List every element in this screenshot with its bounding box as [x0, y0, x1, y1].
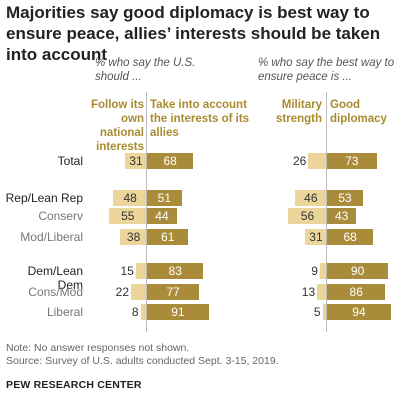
panel-2-value-s2-rep-lean-rep: 53 [338, 191, 352, 205]
panel-2-value-s1-cons-mod: 13 [301, 285, 316, 299]
panel-1-center-line [146, 92, 147, 332]
panel-2-value-s2-total: 73 [345, 154, 359, 168]
panel-1-value-s1-conserv: 55 [121, 209, 135, 223]
panel-1-bar-s1-dem-lean-dem [135, 263, 146, 279]
panel-1-bar-s1-conserv [108, 208, 146, 224]
panel-1-value-s1-cons-mod: 22 [115, 285, 130, 299]
panel-2-value-s1-rep-lean-rep: 46 [304, 191, 318, 205]
row-label-mod-liberal: Mod/Liberal [20, 230, 83, 244]
row-label-liberal: Liberal [46, 305, 83, 319]
panel-1-value-s1-rep-lean-rep: 48 [123, 191, 137, 205]
row-label-total: Total [57, 154, 83, 168]
row-label-conserv: Conserv [38, 209, 83, 223]
brand-logo-text: PEW RESEARCH CENTER [6, 379, 142, 391]
panel-1-value-s2-mod-liberal: 61 [161, 230, 175, 244]
panel-1-bar-s1-rep-lean-rep [113, 190, 146, 206]
row-label-dem-lean-dem: Dem/Lean Dem [27, 264, 83, 292]
panel-2-bar-s2-mod-liberal [327, 229, 374, 245]
panel-2-value-s2-dem-lean-dem: 90 [350, 264, 365, 278]
panel-2-bar-s1-total [308, 153, 326, 169]
panel-1-bar-s1-cons-mod [131, 284, 146, 300]
panel-2-center-line [326, 92, 327, 332]
panel-1-value-s2-conserv: 44 [155, 209, 169, 223]
row-label-cons-mod: Cons/Mod [28, 285, 83, 299]
panel-1-value-s2-rep-lean-rep: 51 [157, 191, 172, 205]
panel-1-bar-s2-conserv [147, 208, 177, 224]
left-panel-subtitle: % who say the U.S. should ... [95, 57, 196, 83]
panel-1-value-s1-mod-liberal: 38 [126, 230, 141, 244]
right-series-1-header: Military strength [276, 99, 322, 125]
panel-2-value-s1-total: 26 [292, 154, 307, 168]
panel-2-bar-s2-dem-lean-dem [327, 263, 389, 279]
left-series-1-header: Follow its own national interests [90, 99, 144, 153]
panel-1-bar-s2-mod-liberal [147, 229, 189, 245]
panel-2-value-s1-dem-lean-dem: 9 [311, 264, 318, 278]
panel-1-value-s1-liberal: 8 [131, 305, 139, 319]
panel-1-bar-s1-mod-liberal [120, 229, 146, 245]
panel-2-bar-s1-mod-liberal [304, 229, 326, 245]
panel-1-value-s2-liberal: 91 [171, 305, 185, 319]
right-series-2-header: Good diplomacy [330, 99, 387, 125]
panel-2-value-s1-mod-liberal: 31 [309, 230, 323, 244]
panel-1-bar-s2-liberal [147, 304, 209, 320]
chart-source: Source: Survey of U.S. adults conducted … [6, 355, 279, 367]
chart-note: Note: No answer responses not shown. [6, 342, 190, 354]
panel-2-bar-s1-conserv [287, 208, 326, 224]
panel-1-bar-s2-dem-lean-dem [147, 263, 204, 279]
panel-2-value-s2-cons-mod: 86 [349, 285, 363, 299]
panel-1-value-s2-dem-lean-dem: 83 [168, 264, 182, 278]
panel-1-bar-s2-total [147, 153, 194, 169]
row-label-rep-lean-rep: Rep/Lean Rep [5, 191, 83, 205]
panel-1-value-s1-dem-lean-dem: 15 [120, 264, 134, 278]
panel-2-value-s2-conserv: 43 [334, 209, 349, 223]
chart-title: Majorities say good diplomacy is best wa… [6, 3, 381, 64]
left-series-2-header: Take into account the interests of its a… [150, 99, 250, 139]
panel-2-value-s2-liberal: 94 [352, 305, 366, 319]
panel-2-bar-s2-total [327, 153, 377, 169]
panel-1-value-s2-total: 68 [163, 154, 177, 168]
panel-2-bar-s2-rep-lean-rep [327, 190, 364, 206]
panel-1-value-s2-cons-mod: 77 [166, 285, 180, 299]
panel-2-bar-s1-cons-mod [317, 284, 326, 300]
panel-2-bar-s2-conserv [327, 208, 357, 224]
right-panel-subtitle: % who say the best way to ensure peace i… [258, 57, 395, 83]
panel-1-bar-s2-rep-lean-rep [147, 190, 182, 206]
panel-2-bar-s1-liberal [322, 304, 326, 320]
panel-1-bar-s1-total [124, 153, 146, 169]
panel-1-bar-s1-liberal [140, 304, 146, 320]
panel-2-value-s1-conserv: 56 [300, 209, 315, 223]
panel-2-bar-s1-dem-lean-dem [319, 263, 326, 279]
panel-2-value-s2-mod-liberal: 68 [343, 230, 357, 244]
panel-2-bar-s2-liberal [327, 304, 391, 320]
panel-2-bar-s1-rep-lean-rep [294, 190, 326, 206]
panel-2-value-s1-liberal: 5 [313, 305, 321, 319]
panel-1-value-s1-total: 31 [129, 154, 143, 168]
panel-2-bar-s2-cons-mod [327, 284, 386, 300]
panel-1-bar-s2-cons-mod [147, 284, 200, 300]
